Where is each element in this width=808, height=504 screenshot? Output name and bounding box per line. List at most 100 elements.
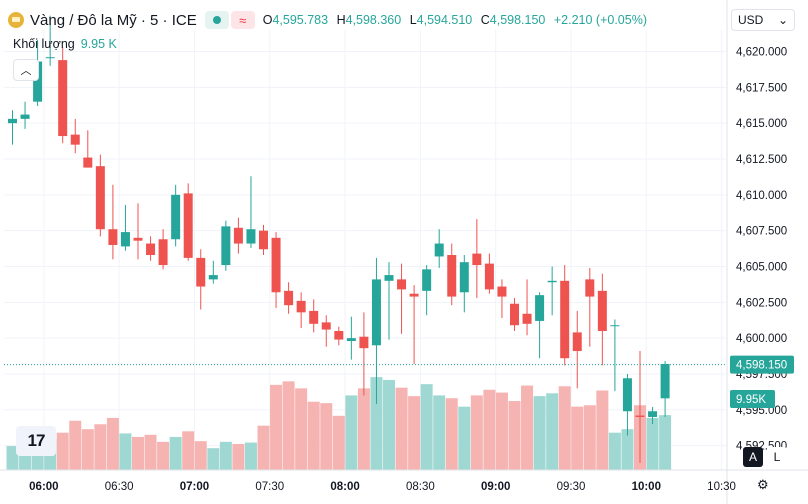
low-value: 4,594.510 (416, 13, 473, 27)
price-tick-label: 4,612.500 (736, 154, 787, 166)
candle-body (8, 118, 17, 124)
volume-bar (169, 436, 182, 470)
last-price-label: 4,598.150 (736, 360, 787, 372)
volume-bar (56, 432, 69, 470)
volume-bar (207, 448, 220, 470)
candle-body (108, 229, 118, 245)
candle (95, 154, 105, 237)
candle (321, 315, 331, 347)
close-value: 4,598.150 (489, 13, 546, 27)
last-volume-label: 9.95K (736, 394, 766, 406)
candle-body (648, 411, 658, 417)
candle-body (434, 243, 444, 257)
volume-bar (508, 401, 521, 470)
volume-bar (345, 395, 358, 470)
volume-bar (445, 398, 458, 470)
volume-bar (383, 379, 395, 470)
volume-bars (6, 377, 672, 470)
auto-scale-button[interactable]: A (743, 447, 763, 467)
candle (246, 176, 256, 248)
candle (171, 184, 181, 247)
candle-body (271, 237, 281, 293)
candle (597, 273, 607, 366)
collapse-legend-button[interactable]: ︿ (13, 59, 39, 81)
volume-bar (119, 433, 132, 470)
wave-icon[interactable]: ≈ (230, 11, 255, 29)
candle (422, 265, 432, 316)
candle (271, 232, 281, 309)
time-tick-label: 08:00 (330, 481, 359, 493)
symbol-title[interactable]: Vàng / Đô la Mỹ · 5 · ICE (30, 11, 197, 29)
open-value: 4,595.783 (272, 13, 329, 27)
volume-bar (433, 395, 446, 470)
high-label: H (336, 13, 346, 27)
grid-lines (4, 30, 726, 470)
candle-body (33, 61, 43, 102)
volume-bar (257, 425, 270, 470)
candle-body (622, 378, 632, 412)
volume-bar (495, 392, 508, 470)
candle (70, 118, 80, 154)
volume-bar (408, 396, 421, 470)
candle (371, 257, 381, 405)
close-label: C (480, 13, 490, 27)
currency-selector[interactable]: USD ⌄ (731, 9, 795, 31)
low-label: L (409, 13, 417, 27)
candle-body (422, 269, 432, 291)
candle-body (472, 253, 482, 266)
candle (133, 203, 143, 260)
candle (58, 47, 68, 144)
volume-bar (307, 401, 320, 470)
volume-bar (571, 406, 584, 470)
candle-body (58, 60, 68, 137)
candle-body (384, 275, 394, 281)
tradingview-logo[interactable]: 17 (16, 426, 56, 456)
candle (434, 229, 444, 268)
candle-body (196, 257, 206, 287)
volume-legend[interactable]: Khối lượng 9.95 K (13, 37, 117, 51)
candle (83, 130, 93, 168)
candle-body (409, 293, 419, 297)
volume-bar (194, 441, 207, 470)
price-tick-label: 4,620.000 (736, 46, 787, 58)
volume-bar (232, 443, 245, 470)
candles (8, 15, 670, 463)
volume-label: Khối lượng (13, 37, 75, 51)
candle (309, 299, 319, 333)
price-tick-label: 4,602.500 (736, 297, 787, 309)
candle (409, 285, 419, 364)
candle-body (547, 280, 557, 283)
candle-body (70, 134, 80, 145)
market-status-indicator[interactable] (204, 11, 229, 29)
candle (510, 298, 519, 331)
candle (221, 220, 231, 271)
change-value: +2.210 (+0.05%) (553, 13, 647, 27)
candle (397, 263, 407, 334)
price-tick-label: 4,610.000 (736, 190, 787, 202)
volume-bar (533, 396, 546, 470)
candle-body (284, 290, 294, 306)
candle-body (83, 157, 93, 168)
time-tick-label: 09:00 (481, 481, 510, 493)
volume-bar (659, 415, 672, 470)
candle (472, 219, 482, 299)
time-axis: 06:00 06:30 07:00 07:30 08:00 08:30 09:00 09:30… (29, 481, 736, 493)
candle-body (146, 243, 156, 256)
log-scale-button[interactable]: L (767, 447, 787, 467)
volume-bar (483, 389, 496, 470)
volume-bar (608, 432, 621, 470)
candle (183, 183, 193, 261)
candle-body (183, 193, 193, 258)
time-tick-label: 06:30 (105, 481, 134, 493)
settings-gear-icon[interactable]: ⚙ (757, 477, 769, 492)
candle (447, 243, 457, 306)
candle-body (610, 325, 620, 327)
candle (585, 267, 595, 347)
candle (660, 361, 670, 417)
volume-bar (596, 390, 609, 470)
candle (208, 260, 218, 284)
candle-body (497, 286, 507, 297)
volume-bar (420, 384, 433, 470)
candle-body (334, 330, 344, 340)
